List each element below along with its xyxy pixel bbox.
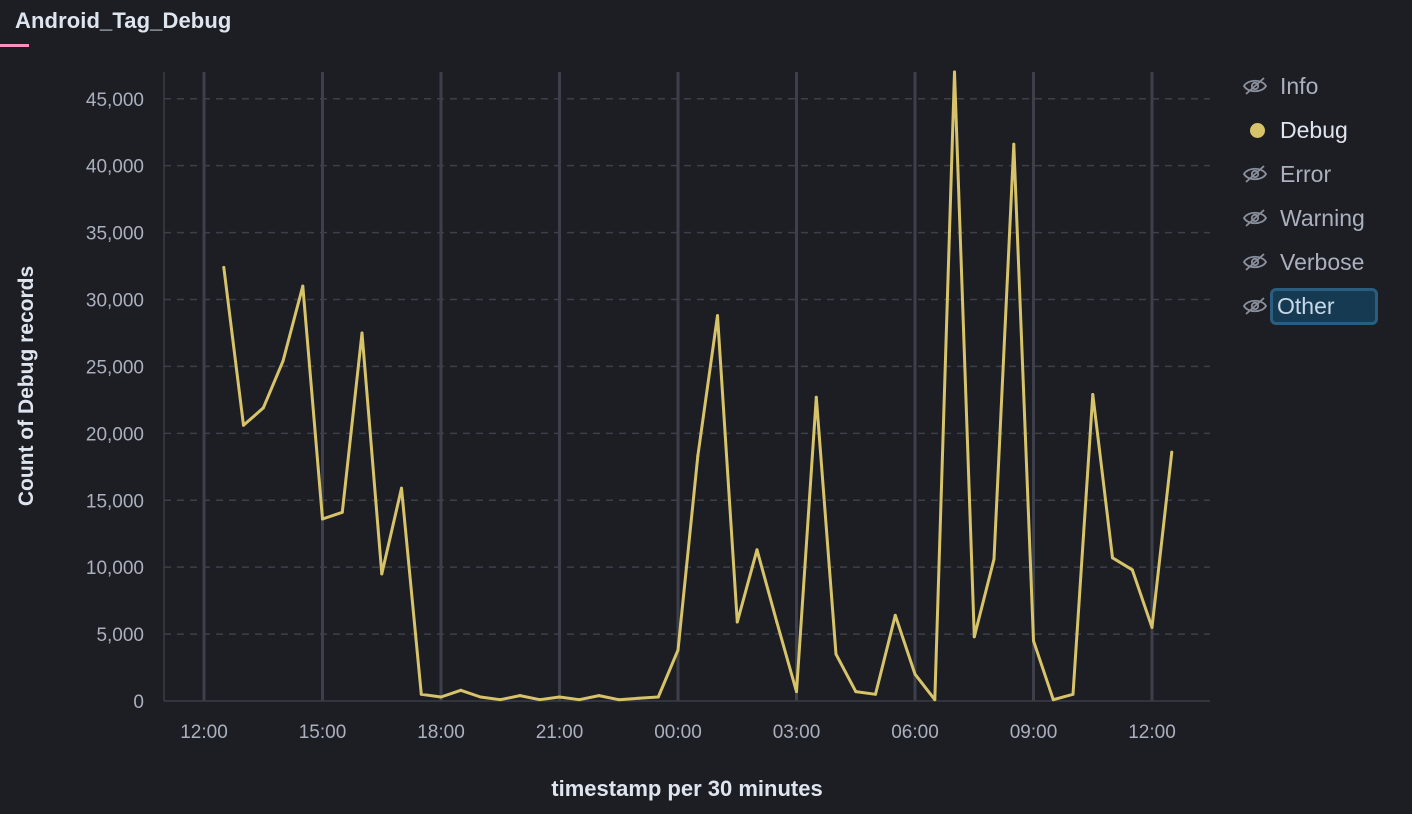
data-point: [400, 486, 403, 490]
x-tick-label: 12:00: [180, 722, 228, 743]
data-point: [360, 331, 364, 335]
title-underline: [0, 44, 29, 47]
legend: Info Debug Error Warning Verbose Other: [1238, 66, 1408, 330]
data-point: [735, 620, 739, 624]
eye-slash-icon: [1242, 206, 1276, 230]
data-point: [1170, 450, 1174, 454]
y-tick-label: 10,000: [86, 558, 144, 579]
legend-label: Warning: [1280, 204, 1365, 231]
y-tick-label: 45,000: [86, 90, 144, 111]
x-tick-label: 21:00: [536, 722, 584, 743]
data-point: [656, 695, 660, 699]
y-tick-label: 0: [133, 692, 144, 713]
data-point: [281, 359, 285, 363]
data-point: [755, 548, 759, 552]
data-point: [518, 694, 522, 698]
x-tick-label: 06:00: [891, 722, 939, 743]
legend-item-other[interactable]: Other: [1238, 286, 1408, 326]
data-point: [1091, 393, 1095, 397]
data-point: [972, 635, 976, 639]
x-tick-label: 03:00: [773, 722, 821, 743]
legend-item-error[interactable]: Error: [1238, 154, 1408, 194]
data-point: [1012, 142, 1016, 146]
x-tick-label: 00:00: [654, 722, 702, 743]
data-point: [597, 694, 601, 698]
y-tick-label: 20,000: [86, 424, 144, 445]
line-chart: 0 5,000 10,000 15,000 20,000 25,000 30,000 35,0…: [15, 70, 1210, 801]
vertical-gridlines: [202, 72, 1154, 701]
data-point: [874, 692, 877, 696]
legend-label: Error: [1280, 160, 1332, 187]
data-point: [834, 652, 838, 656]
data-point: [222, 265, 226, 269]
eye-slash-icon: [1242, 250, 1276, 274]
x-tick-label: 09:00: [1010, 722, 1058, 743]
x-tick-label: 12:00: [1128, 722, 1176, 743]
legend-label: Debug: [1280, 116, 1348, 143]
data-point: [1032, 639, 1035, 643]
legend-item-debug[interactable]: Debug: [1238, 110, 1408, 150]
legend-label: Other: [1270, 287, 1378, 325]
x-axis-label: timestamp per 30 minutes: [551, 776, 822, 801]
data-point: [1150, 625, 1154, 629]
data-point: [439, 695, 443, 699]
data-point: [301, 284, 305, 288]
eye-slash-icon: [1242, 294, 1276, 318]
data-point: [953, 70, 956, 74]
data-point: [242, 423, 245, 427]
data-point: [913, 672, 917, 676]
data-point: [933, 698, 937, 702]
eye-slash-icon: [1242, 162, 1276, 186]
data-point: [814, 395, 818, 399]
y-axis-label: Count of Debug records: [15, 266, 38, 506]
y-tick-label: 5,000: [96, 625, 144, 646]
data-point: [696, 454, 700, 458]
legend-label: Verbose: [1280, 248, 1365, 275]
data-point: [1111, 556, 1114, 560]
x-tick-label: 18:00: [417, 722, 465, 743]
data-point: [459, 688, 463, 692]
data-point: [716, 314, 719, 318]
data-point: [795, 690, 798, 694]
data-point: [637, 696, 640, 700]
legend-label: Info: [1280, 72, 1319, 99]
panel-title: Android_Tag_Debug: [15, 8, 232, 33]
horizontal-gridlines: [164, 98, 1210, 635]
data-point: [893, 613, 897, 617]
data-point: [261, 406, 265, 410]
data-point: [577, 698, 581, 702]
data-point: [340, 510, 344, 514]
data-point: [992, 557, 996, 561]
legend-item-verbose[interactable]: Verbose: [1238, 242, 1408, 282]
data-point: [617, 698, 621, 702]
data-point: [676, 648, 680, 652]
y-tick-label: 15,000: [86, 491, 144, 512]
data-point: [479, 695, 482, 699]
data-point: [1051, 698, 1055, 702]
data-point: [538, 698, 542, 702]
y-tick-label: 25,000: [86, 357, 144, 378]
panel-header: Android_Tag_Debug: [0, 0, 1412, 50]
data-point: [775, 620, 779, 624]
y-tick-label: 30,000: [86, 291, 144, 312]
y-tick-labels: 0 5,000 10,000 15,000 20,000 25,000 30,000 35,0…: [86, 90, 144, 713]
series-layer: [222, 70, 1174, 702]
data-point: [1071, 692, 1075, 696]
data-point: [1130, 568, 1134, 572]
x-tick-label: 15:00: [299, 722, 347, 743]
legend-item-warning[interactable]: Warning: [1238, 198, 1408, 238]
data-point: [321, 517, 324, 521]
y-tick-label: 40,000: [86, 157, 144, 178]
eye-slash-icon: [1242, 74, 1276, 98]
data-point: [498, 698, 502, 702]
dot-icon: [1242, 118, 1276, 142]
x-tick-labels: 12:00 15:00 18:00 21:00 00:00 03:00 06:00 09:00…: [180, 722, 1176, 743]
data-point: [380, 572, 384, 576]
data-point: [419, 692, 423, 696]
data-point: [854, 690, 858, 694]
data-point: [558, 695, 561, 699]
y-tick-label: 35,000: [86, 224, 144, 245]
legend-item-info[interactable]: Info: [1238, 66, 1408, 106]
